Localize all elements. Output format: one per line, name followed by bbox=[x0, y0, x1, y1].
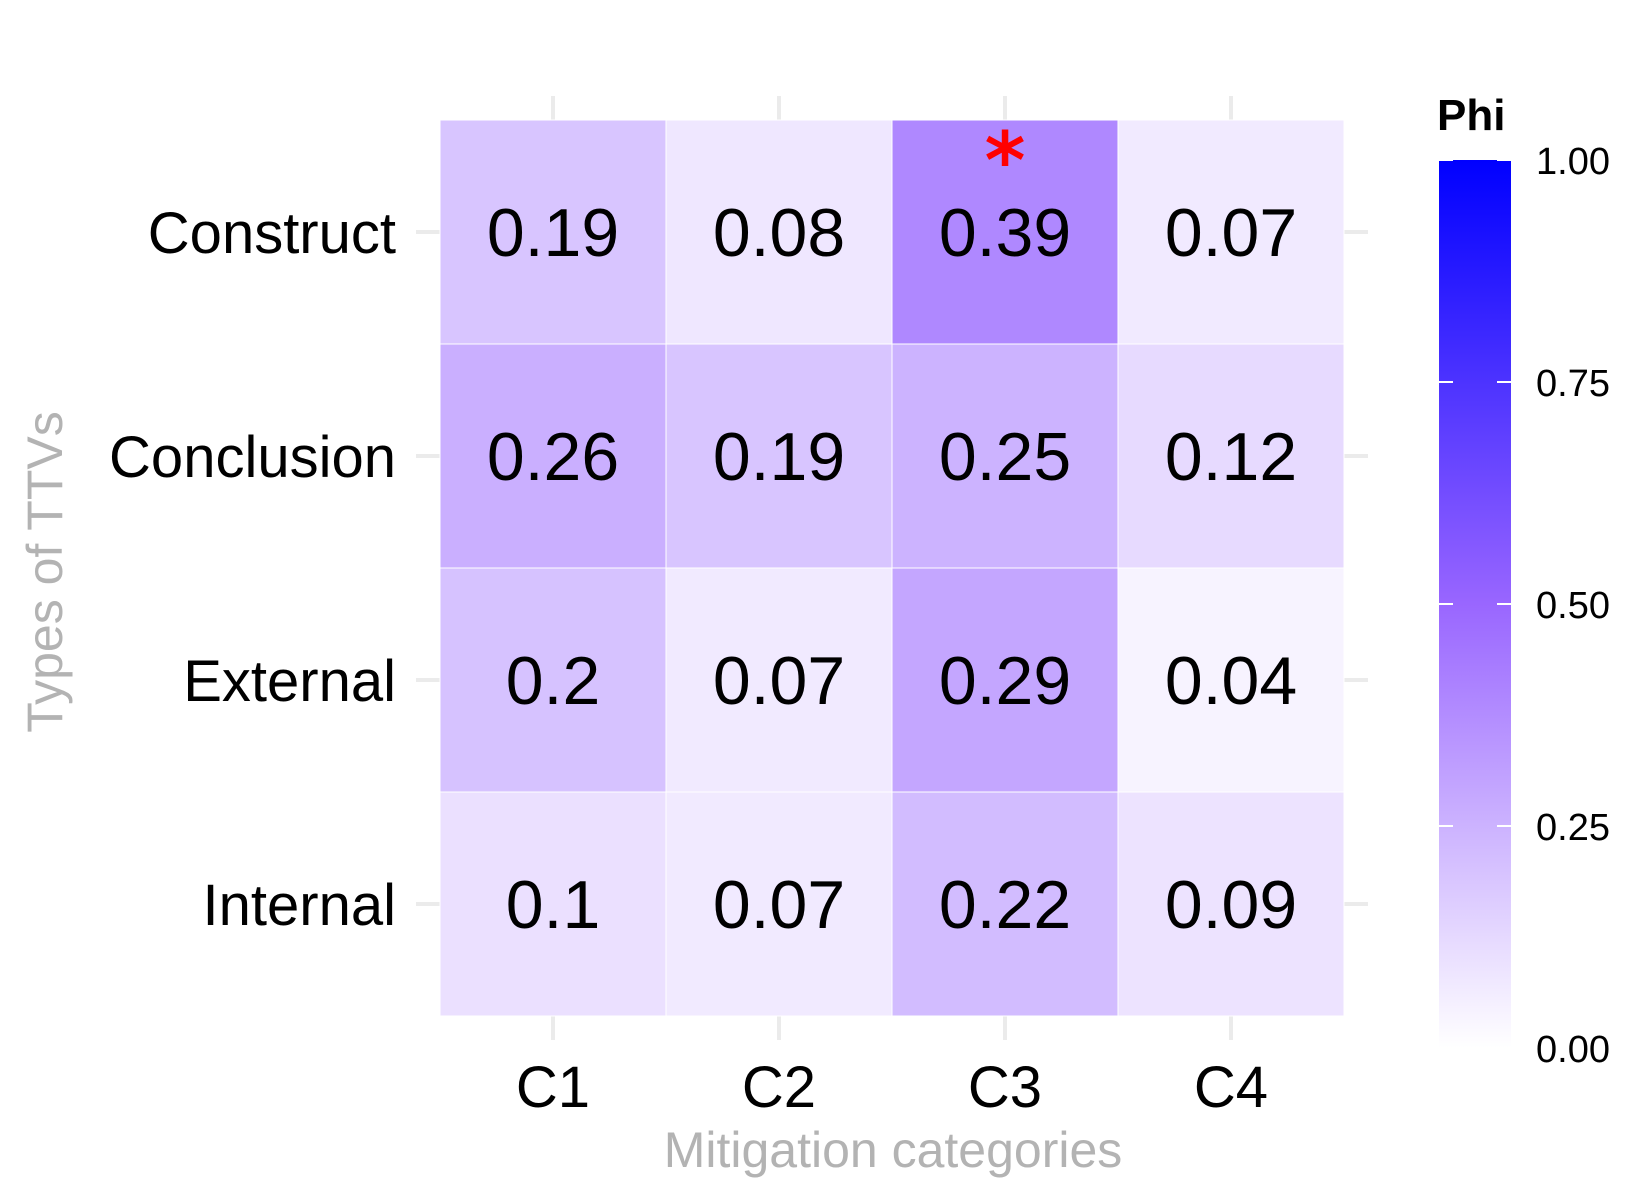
heatmap-cell bbox=[439, 119, 667, 345]
heatmap-cell bbox=[891, 343, 1119, 569]
color-legend: Phi 0.00 0.25 0.50 0.75 1.00 bbox=[1437, 91, 1610, 1071]
legend-tick-label: 0.00 bbox=[1536, 1029, 1610, 1071]
heatmap-cell bbox=[665, 791, 893, 1017]
y-tick-label: Internal bbox=[203, 873, 396, 938]
cell-value-label: 0.08 bbox=[713, 195, 845, 271]
heatmap-cell bbox=[665, 567, 893, 793]
x-tick-label: C1 bbox=[516, 1055, 590, 1120]
heatmap-cell bbox=[1117, 343, 1345, 569]
heatmap-cell bbox=[439, 567, 667, 793]
legend-tick-label: 0.50 bbox=[1536, 585, 1610, 627]
cell-value-label: 0.19 bbox=[487, 195, 619, 271]
x-tick-label: C2 bbox=[742, 1055, 816, 1120]
legend-tick-label: 1.00 bbox=[1536, 141, 1610, 183]
axis-labels: Construct Conclusion External Internal C1 C2 C… bbox=[109, 201, 1268, 1120]
cell-value-label: 0.1 bbox=[506, 867, 601, 943]
heatmap-cell bbox=[1117, 119, 1345, 345]
heatmap-cells: 0.19 0.08 0.39 0.07 0.26 0.19 0.25 0.12 0.2 0.07 0… bbox=[439, 117, 1345, 1017]
cell-value-label: 0.26 bbox=[487, 419, 619, 495]
cell-value-label: 0.04 bbox=[1165, 643, 1297, 719]
legend-tick-label: 0.25 bbox=[1536, 807, 1610, 849]
y-axis-title: Types of TTVs bbox=[17, 411, 73, 732]
cell-value-label: 0.09 bbox=[1165, 867, 1297, 943]
heatmap-cell bbox=[1117, 567, 1345, 793]
cell-value-label: 0.07 bbox=[713, 867, 845, 943]
x-tick-label: C3 bbox=[968, 1055, 1042, 1120]
cell-value-label: 0.39 bbox=[939, 195, 1071, 271]
heatmap-cell bbox=[891, 791, 1119, 1017]
cell-value-label: 0.25 bbox=[939, 419, 1071, 495]
y-tick-label: External bbox=[183, 649, 396, 714]
legend-tick-label: 0.75 bbox=[1536, 363, 1610, 405]
y-tick-label: Conclusion bbox=[109, 425, 396, 490]
cell-value-label: 0.12 bbox=[1165, 419, 1297, 495]
cell-value-label: 0.19 bbox=[713, 419, 845, 495]
heatmap-cell bbox=[439, 343, 667, 569]
cell-value-label: 0.07 bbox=[1165, 195, 1297, 271]
cell-value-label: 0.22 bbox=[939, 867, 1071, 943]
heatmap-cell bbox=[891, 567, 1119, 793]
x-tick-label: C4 bbox=[1194, 1055, 1268, 1120]
significance-star: * bbox=[985, 117, 1026, 207]
heatmap-cell bbox=[665, 119, 893, 345]
legend-title: Phi bbox=[1437, 91, 1505, 140]
cell-value-label: 0.2 bbox=[506, 643, 601, 719]
y-tick-label: Construct bbox=[148, 201, 396, 266]
heatmap-cell bbox=[665, 343, 893, 569]
heatmap-cell bbox=[891, 119, 1119, 345]
heatmap-cell bbox=[439, 791, 667, 1017]
cell-value-label: 0.07 bbox=[713, 643, 845, 719]
x-axis-title: Mitigation categories bbox=[664, 1122, 1123, 1178]
heatmap-cell bbox=[1117, 791, 1345, 1017]
cell-value-label: 0.29 bbox=[939, 643, 1071, 719]
